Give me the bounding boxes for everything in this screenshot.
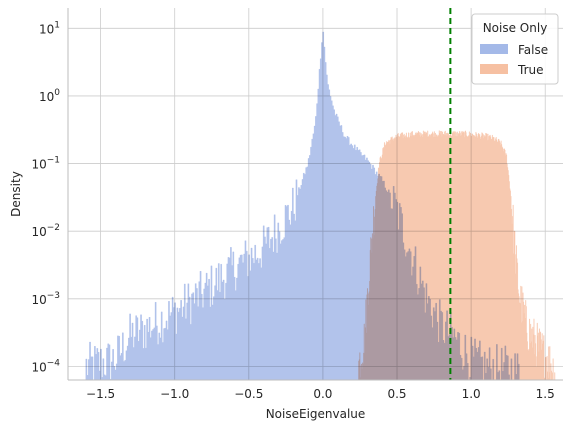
legend-label-false: False [518,43,548,57]
histogram-series-true [358,130,556,381]
legend-swatch-false [480,44,508,54]
x-tick-label: −0.5 [234,387,263,401]
y-tick-label: 10−2 [31,223,60,239]
axes [67,8,563,381]
x-tick-label: 0.5 [387,387,406,401]
y-tick-label: 10−3 [31,291,60,307]
y-tick-label: 100 [39,88,60,104]
x-tick-label: 0.0 [313,387,332,401]
y-tick-label: 10−1 [31,156,60,172]
x-tick-label: −1.0 [160,387,189,401]
x-tick-label: 1.0 [462,387,481,401]
x-tick-label: −1.5 [86,387,115,401]
legend-entries: False True [480,43,548,77]
series-layer [85,31,556,381]
legend: Noise Only False True [471,13,559,85]
x-tick-label: 1.5 [536,387,555,401]
y-tick-label: 101 [39,20,60,36]
y-axis-label: Density [9,171,23,217]
legend-title: Noise Only [483,21,548,35]
tick-labels: −1.5 −1.0 −0.5 0.0 0.5 1.0 1.5 10−4 10−3 10−2 10−1… [31,20,554,401]
legend-label-true: True [517,63,544,77]
x-axis-label: NoiseEigenvalue [266,407,366,421]
y-tick-label: 10−4 [31,358,60,374]
legend-swatch-true [480,64,508,74]
